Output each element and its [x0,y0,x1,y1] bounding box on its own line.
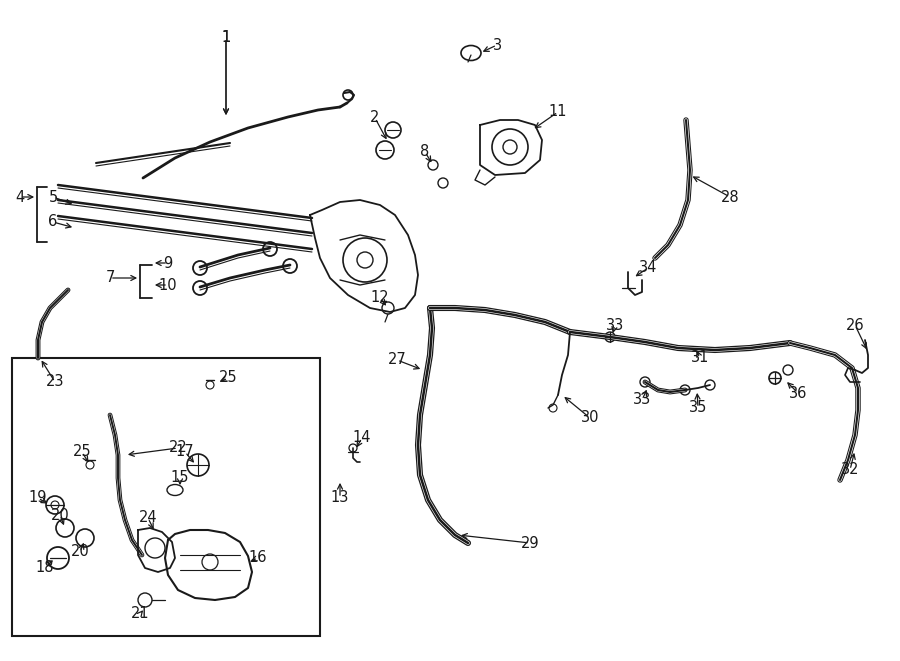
Circle shape [549,404,557,412]
Text: 26: 26 [846,317,864,332]
Text: 28: 28 [721,190,739,204]
Text: 22: 22 [168,440,187,455]
Text: 1: 1 [221,30,230,46]
Text: 3: 3 [492,38,501,52]
Text: 16: 16 [248,551,267,566]
Text: 32: 32 [841,463,859,477]
Text: 4: 4 [15,190,24,204]
Text: 10: 10 [158,278,177,293]
Text: 11: 11 [549,104,567,120]
Text: 31: 31 [691,350,709,366]
Text: 6: 6 [49,215,58,229]
Text: 18: 18 [36,561,54,576]
Circle shape [86,461,94,469]
Text: 17: 17 [176,444,194,459]
Circle shape [206,381,214,389]
Text: 34: 34 [639,260,657,276]
Text: 19: 19 [29,490,47,506]
Text: 1: 1 [221,30,230,46]
Text: 35: 35 [688,401,707,416]
Text: 12: 12 [371,290,390,305]
Text: 25: 25 [219,371,238,385]
Text: 13: 13 [331,490,349,506]
Text: 30: 30 [580,410,599,426]
Text: 14: 14 [353,430,371,446]
Text: 15: 15 [171,471,189,485]
Text: 5: 5 [49,190,58,204]
Text: 33: 33 [606,317,624,332]
Bar [12,358,320,636]
Text: 2: 2 [370,110,380,126]
Text: 20: 20 [50,508,69,522]
Text: 25: 25 [73,444,91,459]
Text: 29: 29 [521,535,539,551]
Text: 8: 8 [420,145,429,159]
Text: 20: 20 [70,545,89,559]
Text: 33: 33 [633,393,651,407]
Text: 27: 27 [388,352,407,368]
Text: 9: 9 [164,256,173,270]
Text: 21: 21 [130,607,149,621]
Text: 23: 23 [46,375,64,389]
Text: 36: 36 [788,385,807,401]
Text: 7: 7 [105,270,114,286]
Text: 24: 24 [139,510,158,525]
